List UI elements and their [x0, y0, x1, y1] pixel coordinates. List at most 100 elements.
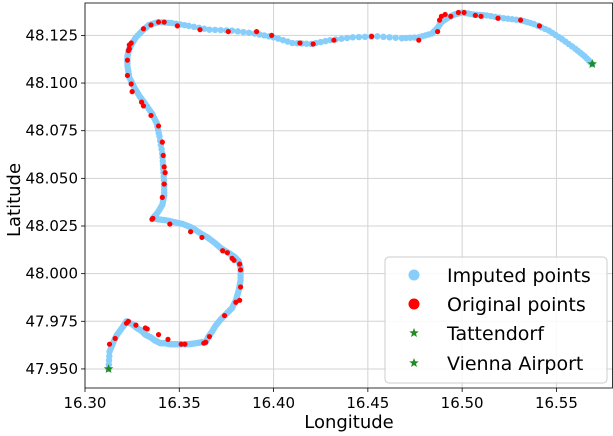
original-point [416, 37, 422, 43]
legend: Imputed points Original points Tattendorf V… [384, 256, 608, 384]
imputed-point [386, 34, 393, 41]
legend-original-points-label: Original points [447, 294, 586, 316]
x-tick-label: 16.50 [441, 394, 484, 412]
y-tick-label: 47.950 [26, 360, 79, 378]
imputed-point [217, 26, 224, 34]
original-point [133, 322, 139, 328]
original-point [310, 41, 316, 47]
legend-vienna-airport-icon [409, 358, 419, 368]
original-point [220, 248, 226, 254]
original-point [206, 333, 213, 340]
original-point [112, 335, 118, 342]
x-tick-label: 16.30 [64, 394, 107, 412]
imputed-point [245, 29, 253, 36]
original-point [129, 89, 135, 95]
original-point [161, 19, 167, 25]
imputed-point [234, 28, 241, 35]
original-point [165, 336, 171, 342]
original-point [536, 23, 543, 29]
x-tick-label: 16.55 [535, 394, 578, 412]
original-point [124, 57, 131, 63]
imputed-point [211, 26, 219, 34]
original-point [128, 40, 134, 46]
original-point [237, 284, 244, 290]
original-point [182, 341, 188, 347]
original-point [155, 19, 162, 25]
original-point [167, 221, 173, 227]
original-point [224, 250, 230, 256]
original-point [237, 261, 243, 267]
original-point [203, 339, 209, 345]
original-point [125, 318, 131, 324]
original-point [225, 28, 231, 35]
x-tick-label: 16.40 [252, 394, 295, 412]
imputed-point [361, 33, 369, 41]
imputed-point [326, 36, 334, 44]
original-point [178, 341, 184, 347]
vienna-airport-marker [587, 58, 598, 69]
original-point [478, 13, 484, 19]
original-point [106, 341, 113, 347]
original-point [126, 46, 132, 52]
y-tick-label: 48.000 [26, 265, 79, 283]
original-point [254, 28, 260, 35]
original-point [140, 26, 147, 32]
original-point [138, 99, 145, 105]
original-point [518, 17, 524, 23]
y-tick-label: 48.050 [26, 169, 79, 187]
tick-layer: 16.30 16.35 16.40 16.45 16.50 16.55 47.950 47.9… [26, 26, 578, 412]
y-tick-label: 48.075 [26, 122, 79, 140]
original-point [155, 332, 162, 338]
original-point [160, 152, 166, 159]
original-point [237, 267, 244, 273]
original-point [442, 11, 448, 18]
original-point [124, 72, 131, 79]
imputed-point [343, 34, 351, 42]
original-point [472, 12, 478, 18]
legend-box [384, 256, 608, 384]
imputed-point [206, 26, 213, 33]
original-point [159, 139, 165, 145]
legend-original-points-icon [408, 298, 420, 310]
y-tick-label: 48.125 [26, 26, 79, 44]
original-point [435, 28, 441, 35]
original-point [495, 15, 501, 21]
original-point [188, 229, 194, 235]
original-point [237, 297, 243, 303]
original-point [149, 216, 155, 222]
legend-imputed-points-label: Imputed points [447, 265, 591, 287]
original-point [159, 194, 165, 201]
y-tick-label: 47.975 [26, 312, 79, 330]
original-point [161, 181, 167, 187]
imputed-point [349, 34, 356, 41]
original-point [155, 123, 162, 129]
imputed-point [355, 33, 363, 41]
original-point [461, 9, 467, 16]
x-tick-label: 16.45 [346, 394, 389, 412]
imputed-point [338, 35, 345, 42]
original-point [455, 9, 461, 16]
legend-imputed-points-icon [408, 269, 420, 281]
x-axis-label: Longitude [304, 412, 394, 433]
original-point [174, 23, 180, 29]
original-point [331, 37, 337, 43]
original-point [229, 255, 235, 261]
original-point [199, 234, 205, 241]
original-point [144, 326, 150, 332]
original-point [448, 13, 454, 19]
imputed-point [185, 22, 192, 30]
data-layer [103, 9, 598, 373]
original-point [221, 312, 228, 319]
y-tick-label: 48.100 [26, 74, 79, 92]
x-tick-label: 16.35 [158, 394, 201, 412]
imputed-point [374, 33, 381, 40]
original-point [148, 112, 154, 119]
original-point [128, 81, 134, 87]
imputed-point [380, 33, 387, 41]
imputed-point [289, 39, 296, 47]
original-point [161, 164, 167, 170]
tattendorf-marker [103, 363, 114, 373]
legend-vienna-airport-label: Vienna Airport [447, 353, 583, 375]
